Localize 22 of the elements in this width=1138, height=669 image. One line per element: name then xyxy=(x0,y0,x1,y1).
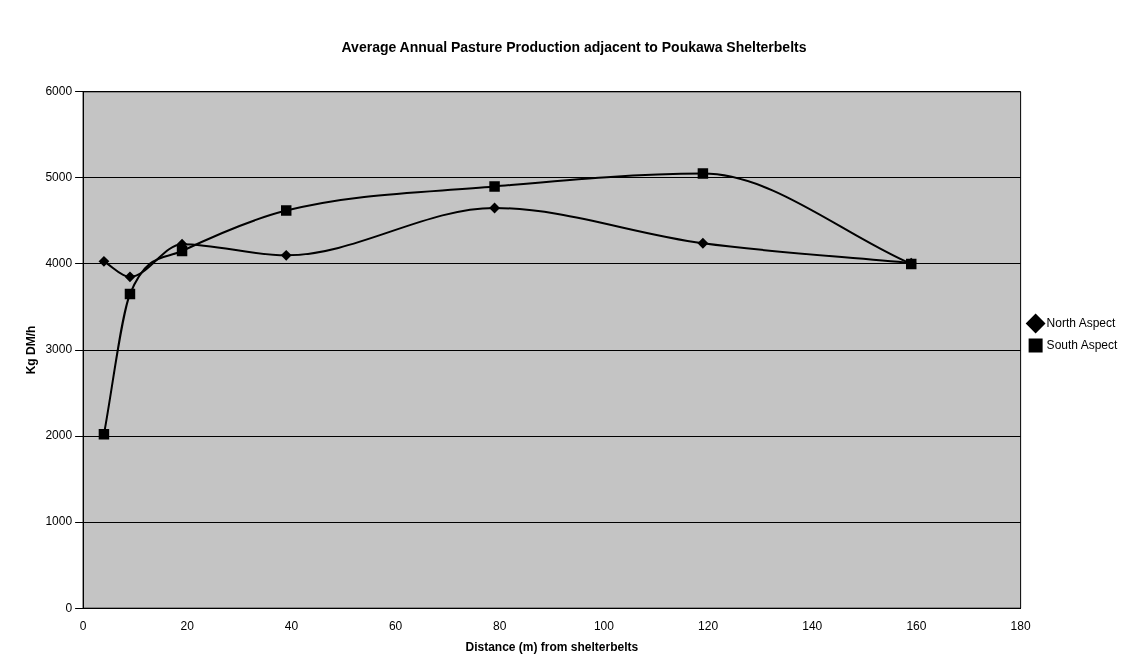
y-tick-label: 1000 xyxy=(45,514,73,529)
x-tick-label: 120 xyxy=(698,618,719,633)
y-tick-label: 0 xyxy=(65,600,73,615)
x-axis-title: Distance (m) from shelterbelts xyxy=(465,640,639,655)
x-tick-label: 180 xyxy=(1010,618,1031,633)
legend-label: South Aspect xyxy=(1046,337,1118,352)
x-tick-label: 80 xyxy=(493,618,507,633)
y-axis-title: Kg DM/h xyxy=(23,325,38,375)
x-tick-label: 100 xyxy=(593,618,615,633)
chart-title: Average Annual Pasture Production adjacent to Poukawa Shelterbelts xyxy=(341,39,807,56)
y-tick-label: 5000 xyxy=(45,170,73,185)
x-tick-label: 40 xyxy=(284,618,299,633)
legend-label: North Aspect xyxy=(1046,315,1116,330)
y-tick-label: 4000 xyxy=(45,256,73,271)
x-tick-label: 60 xyxy=(388,618,403,633)
y-tick-label: 3000 xyxy=(45,342,73,357)
x-tick-label: 140 xyxy=(802,618,823,633)
y-tick-label: 2000 xyxy=(45,428,73,443)
x-tick-label: 20 xyxy=(180,618,195,633)
y-tick-label: 6000 xyxy=(45,84,73,99)
x-tick-label: 0 xyxy=(79,618,87,633)
x-tick-label: 160 xyxy=(906,618,927,633)
